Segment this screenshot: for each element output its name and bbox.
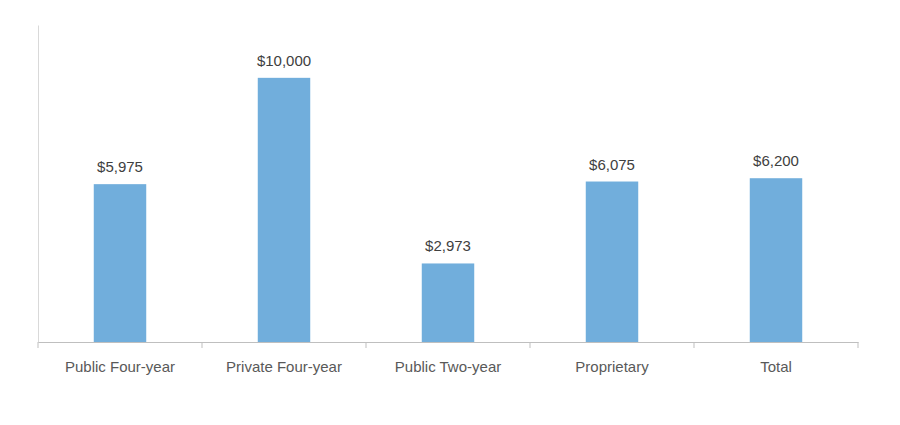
- data-label: $5,975: [97, 158, 143, 175]
- y-axis: [38, 26, 39, 343]
- category-separator: [694, 342, 695, 348]
- bars: [94, 78, 802, 342]
- data-label: $6,200: [753, 152, 799, 169]
- category-separator: [366, 342, 367, 348]
- category-separator: [530, 342, 531, 348]
- x-tick-label: Private Four-year: [226, 358, 342, 375]
- x-tick: Total: [760, 342, 792, 375]
- x-tick-label: Total: [760, 358, 792, 375]
- bar: [586, 182, 638, 342]
- x-tick: Public Four-year: [65, 342, 175, 375]
- category-separators: [38, 342, 858, 348]
- x-axis-line: [39, 342, 859, 343]
- data-label: $6,075: [589, 156, 635, 173]
- data-label: $2,973: [425, 237, 471, 254]
- y-axis-line: [38, 26, 39, 343]
- bar: [422, 263, 474, 342]
- plot-area: Public Four-year Private Four-year Public …: [38, 26, 859, 375]
- x-tick-label: Public Four-year: [65, 358, 175, 375]
- bar: [258, 78, 310, 342]
- x-tick-label: Public Two-year: [395, 358, 501, 375]
- bar: [750, 178, 802, 342]
- data-label: $10,000: [257, 52, 311, 69]
- category-separator: [202, 342, 203, 348]
- x-tick-label: Proprietary: [575, 358, 649, 375]
- chart: Public Four-year Private Four-year Public …: [0, 0, 900, 425]
- category-separator: [858, 342, 859, 348]
- data-labels: $5,975 $10,000 $2,973 $6,075 $6,200: [97, 52, 799, 255]
- x-axis: Public Four-year Private Four-year Public …: [39, 342, 859, 375]
- x-tick: Public Two-year: [395, 342, 501, 375]
- x-tick: Proprietary: [575, 342, 649, 375]
- category-separator: [38, 342, 39, 348]
- x-tick: Private Four-year: [226, 342, 342, 375]
- bar: [94, 184, 146, 342]
